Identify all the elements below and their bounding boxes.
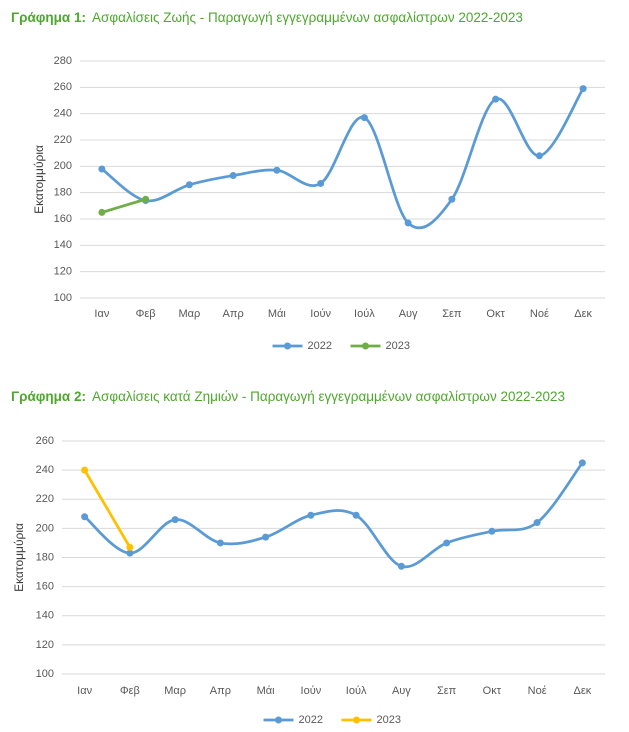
y-tick-label: 220 [36, 493, 54, 505]
x-tick-label: Μαρ [164, 685, 186, 697]
x-tick-label: Ιούν [301, 685, 322, 697]
data-point [533, 519, 541, 527]
x-tick-label: Αυγ [392, 685, 411, 697]
x-tick-label: Ιούλ [354, 308, 375, 320]
data-point [126, 549, 134, 557]
data-point [397, 562, 405, 570]
data-point [229, 172, 237, 180]
chart-title: Γράφημα 1: Ασφαλίσεις Ζωής - Παραγωγή εγγ… [11, 10, 523, 25]
x-tick-label: Δεκ [574, 308, 592, 320]
series-line [100, 197, 147, 214]
y-tick-label: 200 [36, 522, 54, 534]
x-tick-label: Απρ [210, 685, 231, 697]
legend-marker [362, 342, 369, 350]
data-point [360, 114, 368, 122]
data-point [98, 165, 106, 173]
y-axis-label: Εκατομμύρια [12, 523, 26, 592]
data-point [81, 513, 89, 521]
x-tick-label: Αυγ [399, 308, 418, 320]
y-tick-label: 260 [54, 81, 72, 93]
y-tick-label: 180 [36, 551, 54, 563]
data-point [126, 543, 134, 551]
x-tick-label: Ιούλ [346, 685, 367, 697]
y-tick-label: 140 [36, 610, 54, 622]
data-point [262, 533, 270, 541]
data-point [98, 208, 106, 216]
data-point [578, 459, 586, 467]
legend-label: 2023 [377, 714, 401, 726]
data-point [171, 516, 179, 524]
x-tick-label: Ιούν [310, 308, 331, 320]
y-tick-label: 120 [54, 266, 72, 278]
y-tick-label: 160 [36, 581, 54, 593]
data-point [81, 466, 89, 474]
x-tick-label: Οκτ [486, 308, 505, 320]
data-point [535, 152, 543, 160]
x-tick-label: Νοέ [530, 308, 549, 320]
x-tick-label: Νοέ [528, 685, 547, 697]
y-tick-label: 240 [36, 464, 54, 476]
title-label: Γράφημα 1: [11, 10, 86, 25]
x-tick-label: Ιαν [77, 685, 92, 697]
data-point [443, 539, 451, 547]
title-label: Γράφημα 2: [11, 389, 86, 404]
y-axis-label: Εκατομμύρια [32, 145, 46, 214]
data-point [317, 179, 325, 187]
x-tick-label: Φεβ [120, 685, 140, 697]
chart-title: Γράφημα 2: Ασφαλίσεις κατά Ζημιών - Παραγ… [11, 389, 565, 404]
series-line [100, 87, 585, 230]
title-text: Ασφαλίσεις κατά Ζημιών - Παραγωγή εγγεγρ… [92, 389, 565, 404]
x-tick-label: Μαρ [178, 308, 200, 320]
data-point [404, 219, 412, 227]
data-point [273, 166, 281, 174]
x-tick-label: Σεπ [442, 308, 462, 320]
series-line [83, 461, 584, 569]
y-tick-label: 200 [54, 160, 72, 172]
x-tick-label: Δεκ [573, 685, 591, 697]
x-tick-label: Μάι [257, 685, 276, 697]
legend-label: 2022 [299, 714, 323, 726]
data-point [352, 511, 360, 519]
y-tick-label: 100 [36, 668, 54, 680]
data-point [307, 511, 315, 519]
y-tick-label: 140 [54, 239, 72, 251]
title-text: Ασφαλίσεις Ζωής - Παραγωγή εγγεγραμμένων… [92, 10, 523, 25]
data-point [448, 195, 456, 203]
legend-label: 2022 [308, 340, 332, 352]
y-tick-label: 260 [36, 435, 54, 447]
data-point [492, 95, 500, 103]
legend-marker [353, 716, 360, 724]
legend-label: 2023 [386, 340, 410, 352]
data-point [216, 539, 224, 547]
x-tick-label: Σεπ [437, 685, 457, 697]
x-tick-label: Ιαν [94, 308, 109, 320]
series-line [83, 468, 132, 549]
y-tick-label: 100 [54, 292, 72, 304]
data-point [142, 195, 150, 203]
data-point [488, 527, 496, 535]
x-tick-label: Μάι [268, 308, 287, 320]
data-point [185, 181, 193, 189]
y-tick-label: 180 [54, 187, 72, 199]
x-tick-label: Φεβ [136, 308, 156, 320]
x-tick-label: Απρ [223, 308, 244, 320]
y-tick-label: 240 [54, 108, 72, 120]
x-tick-label: Οκτ [483, 685, 502, 697]
y-tick-label: 120 [36, 639, 54, 651]
y-tick-label: 280 [54, 55, 72, 67]
legend-marker [284, 342, 291, 350]
legend-marker [275, 716, 282, 724]
data-point [579, 85, 587, 93]
y-tick-label: 160 [54, 213, 72, 225]
y-tick-label: 220 [54, 134, 72, 146]
